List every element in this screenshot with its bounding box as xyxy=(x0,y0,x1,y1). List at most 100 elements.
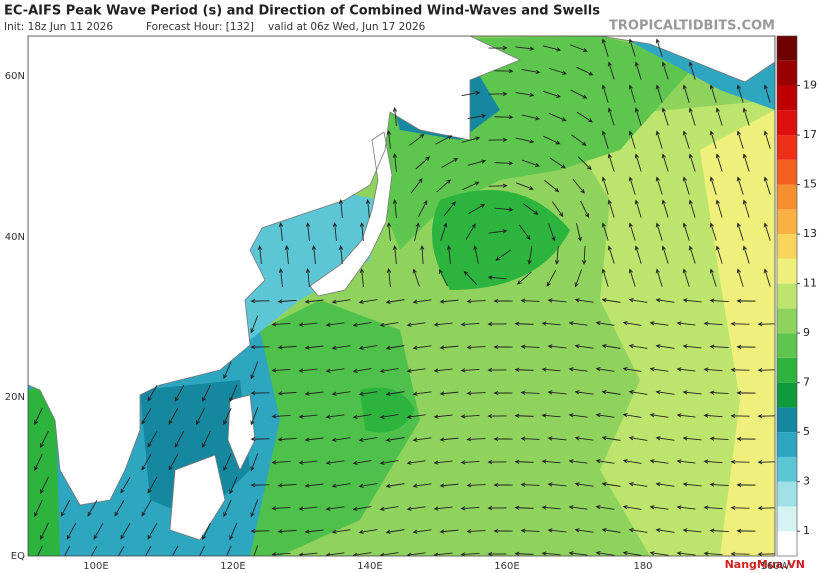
direction-arrow xyxy=(551,201,564,218)
direction-arrow xyxy=(460,552,480,556)
direction-arrow xyxy=(547,298,567,303)
direction-arrow xyxy=(572,178,585,194)
direction-arrow xyxy=(406,552,426,556)
direction-arrow xyxy=(298,414,318,419)
direction-arrow xyxy=(229,522,238,541)
direction-arrow xyxy=(338,199,344,218)
direction-arrow xyxy=(577,156,592,170)
direction-arrow xyxy=(487,367,507,373)
direction-arrow xyxy=(682,130,690,149)
direction-arrow xyxy=(120,522,131,540)
direction-arrow xyxy=(541,321,561,326)
direction-arrow xyxy=(199,545,205,556)
direction-arrow xyxy=(493,528,513,534)
direction-arrow xyxy=(703,459,723,464)
direction-arrow xyxy=(527,246,533,265)
direction-arrow xyxy=(622,413,642,418)
direction-arrow xyxy=(676,367,696,372)
direction-arrow xyxy=(141,453,152,471)
lat-label: 60N xyxy=(5,71,25,82)
map xyxy=(28,36,775,556)
direction-arrow xyxy=(460,322,480,327)
direction-arrow xyxy=(412,345,432,350)
direction-arrow xyxy=(253,545,259,556)
direction-arrow xyxy=(385,299,405,304)
direction-arrow xyxy=(742,153,750,172)
direction-arrow xyxy=(682,176,690,195)
direction-arrow xyxy=(250,453,259,472)
lon-label: 100E xyxy=(83,561,108,572)
direction-arrow xyxy=(229,476,238,495)
direction-arrow xyxy=(250,407,259,426)
direction-arrow xyxy=(358,391,378,396)
direction-arrow xyxy=(439,345,459,350)
direction-arrow xyxy=(495,249,512,261)
direction-arrow xyxy=(385,391,405,396)
direction-arrow xyxy=(331,437,351,442)
direction-arrow xyxy=(271,506,291,511)
direction-arrow xyxy=(682,482,702,487)
direction-arrow xyxy=(520,482,540,487)
direction-arrow xyxy=(223,499,232,518)
direction-arrow xyxy=(284,245,290,264)
lon-label: 160E xyxy=(494,561,519,572)
direction-arrow xyxy=(763,268,771,287)
direction-arrow xyxy=(37,545,43,556)
direction-arrow xyxy=(446,245,452,265)
direction-arrow xyxy=(649,413,669,418)
direction-arrow xyxy=(466,483,486,488)
lat-label: 20N xyxy=(5,392,25,403)
direction-arrow xyxy=(521,159,540,167)
direction-arrow xyxy=(549,113,567,122)
colorbar-label: 17 xyxy=(803,128,817,141)
land xyxy=(28,36,775,541)
direction-arrow xyxy=(412,299,432,304)
direction-arrow xyxy=(730,321,750,326)
direction-arrow xyxy=(412,268,420,287)
direction-arrow xyxy=(523,203,539,215)
direction-arrow xyxy=(271,460,291,465)
direction-arrow xyxy=(466,391,486,396)
direction-arrow xyxy=(628,130,636,149)
direction-arrow xyxy=(736,344,756,350)
colorbar-swatch xyxy=(777,283,797,309)
direction-arrow xyxy=(682,436,702,441)
direction-arrow xyxy=(358,299,378,304)
direction-arrow xyxy=(465,223,476,240)
direction-arrow xyxy=(742,199,750,218)
direction-arrow xyxy=(439,391,459,396)
direction-arrow xyxy=(736,436,756,442)
direction-arrow xyxy=(40,430,49,449)
direction-arrow xyxy=(520,528,540,533)
direction-arrow xyxy=(569,44,588,53)
direction-arrow xyxy=(40,476,49,495)
colorbar-label: 9 xyxy=(803,326,810,339)
direction-arrow xyxy=(682,390,702,395)
colorbar-swatch xyxy=(777,36,797,61)
direction-arrow xyxy=(466,345,486,350)
direction-arrow xyxy=(93,522,104,540)
lon-label: 120E xyxy=(220,561,245,572)
direction-arrow xyxy=(439,483,459,488)
direction-arrow xyxy=(338,245,344,264)
direction-arrow xyxy=(547,390,567,395)
direction-arrow xyxy=(514,413,534,418)
direction-arrow xyxy=(417,200,428,218)
direction-arrow xyxy=(703,413,723,418)
direction-arrow xyxy=(546,269,557,287)
direction-arrow xyxy=(488,183,508,188)
direction-arrow xyxy=(406,322,426,327)
direction-arrow xyxy=(676,413,696,418)
direction-arrow xyxy=(709,222,717,241)
direction-arrow xyxy=(730,505,750,510)
direction-arrow xyxy=(412,391,432,396)
valid-time: valid at 06z Wed, Jun 17 2026 xyxy=(268,21,426,33)
colorbar-label: 13 xyxy=(803,227,817,240)
direction-arrow xyxy=(709,344,729,349)
direction-arrow xyxy=(117,545,125,556)
direction-arrow xyxy=(435,135,453,145)
direction-arrow xyxy=(601,344,621,349)
direction-arrow xyxy=(570,134,587,146)
direction-arrow xyxy=(271,414,291,419)
direction-arrow xyxy=(352,506,372,511)
